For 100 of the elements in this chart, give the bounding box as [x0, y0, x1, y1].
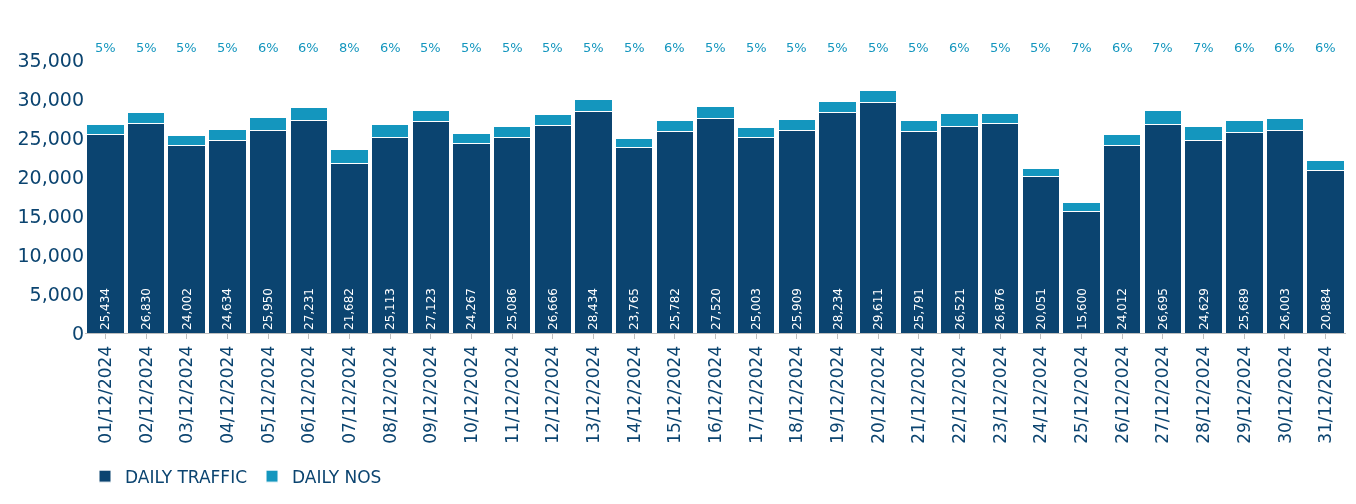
data-label: 28,234	[830, 288, 845, 330]
y-tick-label: 35,000	[17, 48, 84, 71]
text: 5%	[502, 40, 523, 55]
text: 6%	[298, 40, 319, 55]
data-label: 29,611	[871, 288, 886, 330]
text: 5%	[624, 40, 645, 55]
x-tick-label: 24/12/2024	[1030, 345, 1051, 444]
text: 6%	[949, 40, 970, 55]
x-tick-label: 16/12/2024	[705, 345, 726, 444]
text: 5%	[176, 40, 197, 55]
text: 8%	[339, 40, 360, 55]
x-tick-label: 17/12/2024	[745, 345, 766, 444]
x-tick-label: 29/12/2024	[1233, 345, 1254, 444]
text: 5%	[746, 40, 767, 55]
text: 5%	[1030, 40, 1051, 55]
data-label: 24,002	[179, 288, 194, 330]
y-tick-label: 20,000	[17, 165, 84, 188]
x-tick-label: 13/12/2024	[582, 345, 603, 444]
data-label: 23,765	[627, 288, 642, 330]
data-label: 25,086	[505, 288, 520, 330]
data-label: 27,231	[301, 288, 316, 330]
text: 5%	[908, 40, 929, 55]
data-label: 27,123	[423, 288, 438, 330]
data-label: 26,695	[1155, 288, 1170, 330]
data-label: 21,682	[342, 288, 357, 330]
data-label: 27,520	[708, 288, 723, 330]
x-tick-label: 21/12/2024	[908, 345, 929, 444]
text: 5%	[583, 40, 604, 55]
text: 5%	[136, 40, 157, 55]
x-tick-label: 25/12/2024	[1071, 345, 1092, 444]
data-label: 20,884	[1318, 288, 1333, 330]
x-tick-label: 15/12/2024	[664, 345, 685, 444]
x-tick-label: 30/12/2024	[1274, 345, 1295, 444]
x-tick-label: 27/12/2024	[1152, 345, 1173, 444]
text: 6%	[1234, 40, 1255, 55]
x-tick-label: 01/12/2024	[94, 345, 115, 444]
y-tick-label: 10,000	[17, 243, 84, 266]
text: 6%	[258, 40, 279, 55]
data-label: 24,629	[1196, 288, 1211, 330]
x-tick-label: 06/12/2024	[298, 345, 319, 444]
x-tick-label: 08/12/2024	[379, 345, 400, 444]
text: 5%	[786, 40, 807, 55]
data-label: 28,434	[586, 288, 601, 330]
data-label: 26,666	[545, 288, 560, 330]
data-label: 25,113	[383, 288, 398, 330]
text: 5%	[461, 40, 482, 55]
x-tick-label: 05/12/2024	[257, 345, 278, 444]
x-tick-label: 31/12/2024	[1315, 345, 1336, 444]
x-tick-label: 07/12/2024	[338, 345, 359, 444]
text: 6%	[1315, 40, 1336, 55]
text: 5%	[217, 40, 238, 55]
legend-label: DAILY NOS	[292, 466, 382, 487]
x-tick-label: 28/12/2024	[1193, 345, 1214, 444]
x-tick-label: 19/12/2024	[827, 345, 848, 444]
data-label: 26,003	[1277, 288, 1292, 330]
text: 5%	[420, 40, 441, 55]
data-label: 26,876	[993, 288, 1008, 330]
y-tick-label: 25,000	[17, 126, 84, 149]
y-tick-label: 15,000	[17, 204, 84, 227]
x-tick-label: 14/12/2024	[623, 345, 644, 444]
x-tick-label: 23/12/2024	[989, 345, 1010, 444]
text: 5%	[705, 40, 726, 55]
data-label: 25,689	[1237, 288, 1252, 330]
data-label: 25,950	[261, 288, 276, 330]
x-tick-label: 04/12/2024	[216, 345, 237, 444]
text: 6%	[380, 40, 401, 55]
data-label: 24,267	[464, 288, 479, 330]
text: 6%	[1274, 40, 1295, 55]
data-label: 25,003	[749, 288, 764, 330]
legend-label: DAILY TRAFFIC	[125, 466, 248, 487]
text: 7%	[1193, 40, 1214, 55]
text: 5%	[95, 40, 116, 55]
x-tick-label: 12/12/2024	[542, 345, 563, 444]
text: 5%	[990, 40, 1011, 55]
text: 7%	[1071, 40, 1092, 55]
x-tick-label: 09/12/2024	[420, 345, 441, 444]
data-label: 15,600	[1074, 288, 1089, 330]
text: 5%	[827, 40, 848, 55]
data-label: 26,521	[952, 288, 967, 330]
data-label: 25,782	[667, 288, 682, 330]
x-tick-label: 18/12/2024	[786, 345, 807, 444]
x-tick-label: 11/12/2024	[501, 345, 522, 444]
text: 6%	[664, 40, 685, 55]
y-tick-label: 30,000	[17, 87, 84, 110]
text: 5%	[542, 40, 563, 55]
y-tick-label: 0	[71, 321, 84, 344]
data-label: 25,434	[98, 288, 113, 330]
x-tick-label: 03/12/2024	[176, 345, 197, 444]
data-label: 24,634	[220, 288, 235, 330]
data-label: 25,791	[911, 288, 926, 330]
text: 6%	[1112, 40, 1133, 55]
y-tick-label: 5,000	[29, 282, 84, 305]
data-label: 25,909	[789, 288, 804, 330]
data-label: 26,830	[139, 288, 154, 330]
x-tick-label: 22/12/2024	[949, 345, 970, 444]
data-label: 20,051	[1033, 288, 1048, 330]
x-tick-label: 02/12/2024	[135, 345, 156, 444]
x-tick-label: 10/12/2024	[460, 345, 481, 444]
data-label: 24,012	[1115, 288, 1130, 330]
x-tick-label: 20/12/2024	[867, 345, 888, 444]
